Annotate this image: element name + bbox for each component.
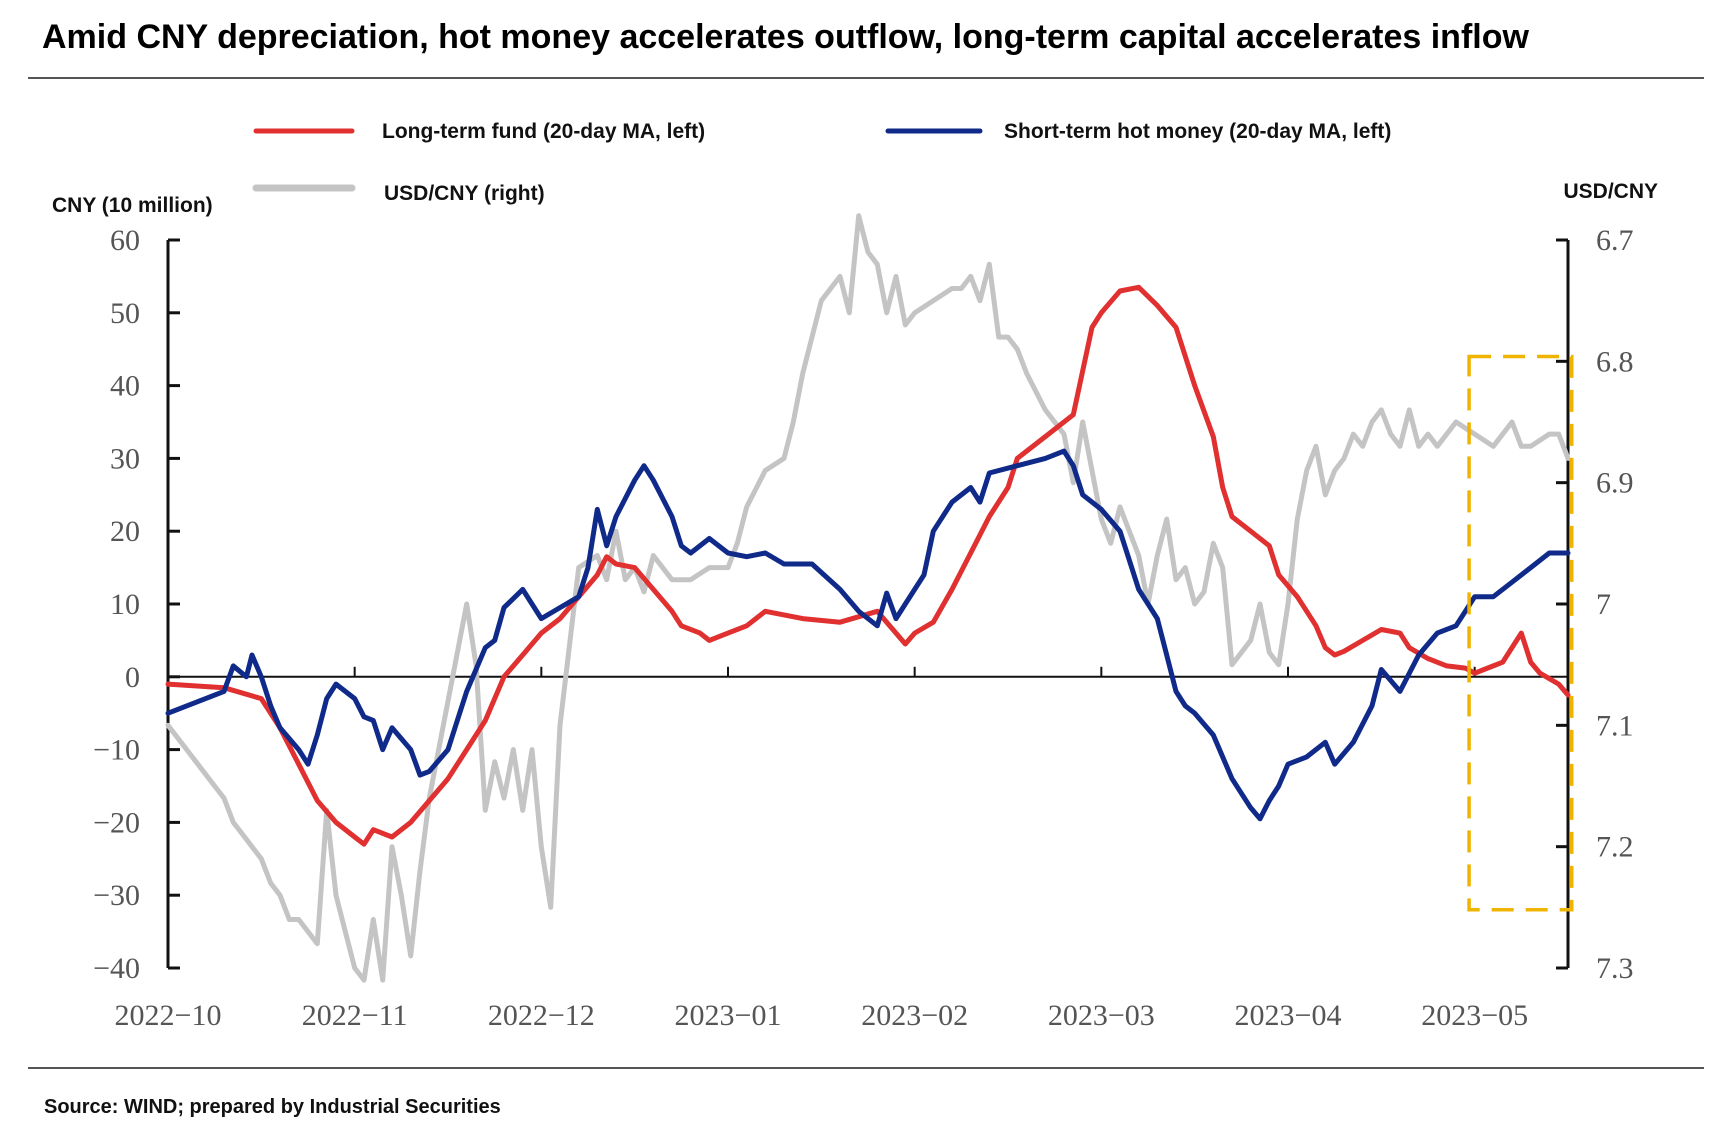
x-tick-label: 2022−12 (488, 999, 595, 1032)
left-tick-label: 20 (110, 515, 140, 548)
right-axis-label: USD/CNY (1563, 180, 1658, 203)
legend-label-long-term: Long-term fund (20-day MA, left) (382, 120, 705, 143)
legend: Long-term fund (20-day MA, left) Short-te… (252, 120, 1391, 205)
right-tick-label: 6.8 (1596, 345, 1634, 378)
left-tick-label: −10 (93, 734, 140, 767)
left-tick-label: −20 (93, 806, 140, 839)
highlight-box (1467, 354, 1574, 912)
left-tick-label: 50 (110, 297, 140, 330)
x-tick-label: 2022−11 (302, 999, 408, 1032)
left-tick-label: 30 (110, 442, 140, 475)
x-tick-label: 2023−03 (1048, 999, 1155, 1032)
x-tick-label: 2023−01 (675, 999, 782, 1032)
series-line-long-term (165, 284, 1571, 847)
left-tick-label: −30 (93, 879, 140, 912)
left-axis-label: CNY (10 million) (52, 194, 213, 217)
right-tick-label: 7.3 (1596, 952, 1634, 985)
series-layer (165, 213, 1574, 983)
axes-layer: 60 50 40 30 20 10 0 −10 −20 −30 −40 6.7 6.8 6.9 7 7.1 7.… (93, 224, 1633, 1032)
x-tick-label: 2023−05 (1421, 999, 1528, 1032)
series-line-hot-money (165, 448, 1571, 822)
chart-title: Amid CNY depreciation, hot money acceler… (42, 18, 1529, 56)
legend-label-hot-money: Short-term hot money (20-day MA, left) (1004, 120, 1391, 143)
left-tick-label: 60 (110, 224, 140, 257)
legend-label-usdcny: USD/CNY (right) (384, 182, 545, 205)
left-tick-label: 0 (125, 661, 140, 694)
right-tick-label: 7.1 (1596, 709, 1634, 742)
left-tick-label: −40 (93, 952, 140, 985)
left-tick-label: 10 (110, 588, 140, 621)
series-line-usdcny (165, 213, 1571, 983)
x-tick-label: 2022−10 (115, 999, 222, 1032)
x-tick-label: 2023−04 (1235, 999, 1342, 1032)
source-note: Source: WIND; prepared by Industrial Sec… (44, 1096, 501, 1118)
right-tick-label: 7.2 (1596, 831, 1634, 864)
right-tick-label: 6.7 (1596, 224, 1634, 257)
left-tick-label: 40 (110, 370, 140, 403)
right-tick-label: 7 (1596, 588, 1611, 621)
x-tick-label: 2023−02 (861, 999, 968, 1032)
title-rule (28, 77, 1704, 79)
right-tick-label: 6.9 (1596, 467, 1634, 500)
footer-rule (28, 1067, 1704, 1069)
